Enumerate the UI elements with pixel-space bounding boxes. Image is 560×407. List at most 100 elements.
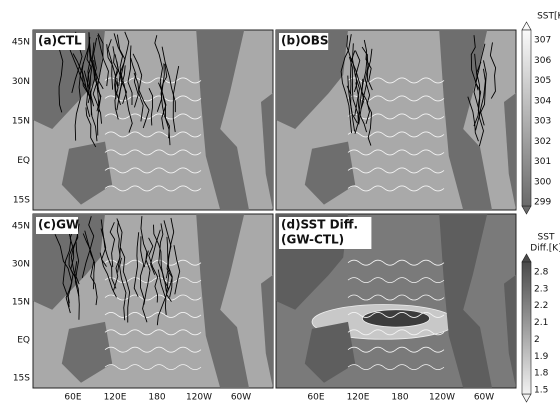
storm-track (130, 58, 139, 108)
panel-label-box (36, 217, 78, 234)
storm-track (114, 77, 119, 120)
colorbar (521, 29, 532, 207)
x-axis-label: 180 (391, 393, 408, 403)
x-axis-label: 60W (231, 393, 251, 403)
contour (347, 294, 445, 301)
y-axis-label: 15S (13, 374, 30, 384)
land (196, 30, 249, 210)
colorbar-label: 2.3 (534, 284, 548, 294)
storm-track (133, 232, 140, 297)
colorbar-label: 2.2 (534, 301, 548, 311)
land (261, 93, 273, 210)
y-axis-label: 45N (12, 38, 30, 48)
storm-track (83, 70, 98, 142)
contour (104, 167, 202, 174)
storm-track (475, 43, 486, 111)
contour (104, 312, 202, 318)
storm-track (148, 88, 154, 126)
storm-track (87, 37, 96, 104)
storm-track (166, 236, 173, 298)
storm-track (69, 49, 92, 116)
storm-track (157, 269, 167, 316)
land (61, 321, 113, 383)
contour (347, 364, 445, 371)
colorbar-label: 1.9 (534, 352, 549, 362)
x-axis-label: 120W (429, 393, 455, 403)
land (504, 93, 516, 210)
contour (104, 259, 202, 266)
colorbar-label: 307 (534, 36, 551, 46)
storm-track (154, 35, 163, 91)
storm-track (100, 219, 117, 289)
storm-track (81, 61, 92, 100)
colorbar-title: SST[K] (537, 12, 560, 22)
colorbar-label: 306 (534, 56, 551, 66)
storm-track (365, 53, 373, 146)
contour (104, 346, 202, 353)
storm-track (118, 31, 130, 86)
contour (104, 364, 202, 371)
contour (104, 149, 202, 156)
storm-track (99, 252, 117, 298)
contour (347, 346, 445, 353)
storm-track (74, 261, 80, 320)
storm-track (114, 61, 121, 105)
panel-label: (GW-CTL) (281, 233, 344, 247)
storm-track (161, 46, 176, 113)
storm-track (120, 247, 131, 323)
panel-label-box (279, 33, 329, 50)
storm-track (93, 60, 101, 136)
land (439, 214, 492, 388)
storm-track (352, 43, 360, 117)
storm-track (74, 241, 80, 297)
x-axis-label: 60W (474, 393, 494, 403)
land (33, 30, 105, 129)
x-axis-label: 60E (64, 393, 81, 403)
storm-track (113, 33, 124, 99)
y-axis-label: 15S (13, 196, 30, 206)
storm-track (467, 96, 479, 142)
contour (104, 277, 202, 284)
colorbar-label: 299 (534, 198, 551, 208)
colorbar-label: 2.1 (534, 318, 548, 328)
storm-track (96, 33, 104, 112)
storm-track (62, 232, 72, 307)
contour (347, 149, 445, 156)
panel-label: (a)CTL (38, 34, 82, 48)
y-axis-label: EQ (17, 156, 30, 166)
contour (347, 113, 445, 120)
colorbar-label: 304 (534, 96, 551, 106)
land (61, 141, 113, 205)
storm-track (132, 53, 150, 129)
storm-track (348, 56, 359, 124)
y-axis-label: EQ (17, 336, 30, 346)
contour (104, 185, 202, 192)
panel-label-box (36, 33, 86, 50)
storm-track (150, 229, 161, 275)
storm-track (109, 222, 116, 268)
land (439, 30, 492, 210)
land (196, 214, 249, 388)
contour (347, 167, 445, 174)
y-axis-label: 30N (12, 260, 30, 270)
storm-track (116, 34, 133, 133)
storm-track (106, 44, 117, 99)
contour (104, 77, 202, 84)
storm-track (156, 269, 170, 326)
colorbar-label: 303 (534, 117, 551, 127)
colorbar-cap (521, 205, 532, 215)
land (304, 141, 356, 205)
storm-track (347, 75, 358, 124)
storm-track (54, 234, 73, 314)
storm-track (473, 61, 482, 127)
storm-track (112, 46, 119, 89)
storm-track (358, 48, 373, 125)
storm-track (127, 45, 133, 106)
x-axis-label: 120W (186, 393, 212, 403)
storm-track (85, 107, 97, 148)
colorbar-label: 1.5 (534, 386, 548, 396)
land (304, 321, 356, 383)
contour (104, 131, 202, 138)
colorbar-label: 1.8 (534, 369, 549, 379)
storm-track (353, 50, 361, 92)
